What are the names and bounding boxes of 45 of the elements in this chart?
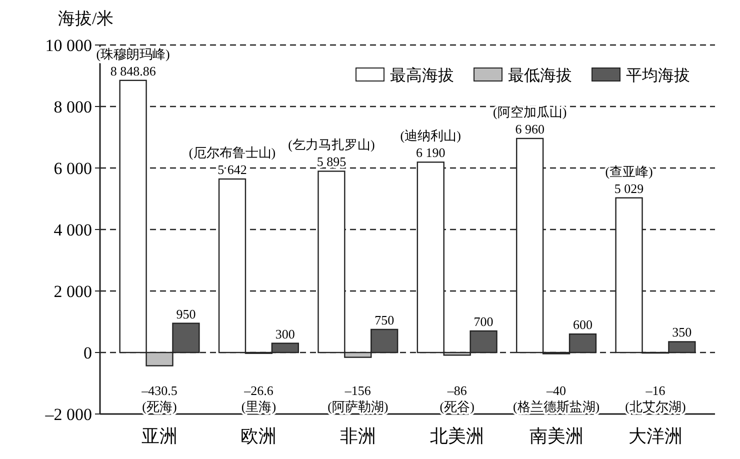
x-tick-label: 非洲 — [340, 426, 376, 446]
annotation: (格兰德斯盐湖) — [512, 399, 600, 414]
data-label: –40 — [546, 383, 566, 398]
annotation: (阿空加瓜山) — [493, 104, 567, 120]
x-tick-label: 欧洲 — [240, 426, 277, 446]
y-tick-label: 0 — [84, 343, 92, 362]
annotation: (迪纳利山) — [400, 128, 461, 144]
y-tick-label: 2 000 — [54, 282, 92, 301]
annotation: (乞力马扎罗山) — [288, 137, 375, 152]
legend-label: 最高海拔 — [390, 66, 454, 85]
x-tick-label: 北美洲 — [430, 426, 484, 446]
data-label: –430.5 — [140, 383, 178, 398]
data-label: 600 — [572, 317, 592, 332]
y-tick-label: 4 000 — [54, 220, 92, 240]
annotation: (北艾尔湖) — [625, 399, 686, 414]
annotation: (死谷) — [440, 399, 474, 414]
y-tick-label: 10 000 — [45, 36, 92, 55]
data-label: 750 — [374, 312, 394, 328]
y-tick-label: –2 000 — [44, 404, 92, 424]
legend-label: 平均海拔 — [626, 68, 690, 85]
data-label: –86 — [446, 383, 468, 398]
data-label: –26.6 — [243, 383, 274, 398]
data-label: 5 895 — [316, 154, 346, 170]
legend-label: 最低海拔 — [508, 68, 572, 85]
data-label: 8 848.86 — [110, 63, 156, 78]
annotation: (查亚峰) — [605, 164, 653, 179]
data-label: 950 — [176, 306, 196, 322]
y-tick-label: 6 000 — [54, 158, 92, 178]
annotation: (厄尔布鲁士山) — [188, 145, 276, 160]
x-tick-label: 大洋洲 — [628, 426, 682, 446]
data-label: 350 — [672, 324, 692, 340]
annotation: (死海) — [142, 399, 177, 414]
data-label: –16 — [644, 383, 666, 398]
data-label: 300 — [275, 326, 295, 342]
y-axis-title: 海拔/米 — [58, 9, 114, 28]
x-tick-label: 亚洲 — [142, 426, 178, 446]
data-label: 5 029 — [614, 180, 644, 196]
y-tick-label: 8 000 — [54, 97, 92, 116]
data-label: 6 960 — [515, 121, 544, 136]
x-tick-label: 南美洲 — [529, 426, 584, 446]
data-label: –156 — [344, 383, 372, 398]
data-label: 6 190 — [416, 145, 446, 160]
annotation: (里海) — [241, 399, 276, 414]
annotation: (阿萨勒湖) — [328, 399, 388, 414]
data-label: 700 — [474, 314, 494, 329]
